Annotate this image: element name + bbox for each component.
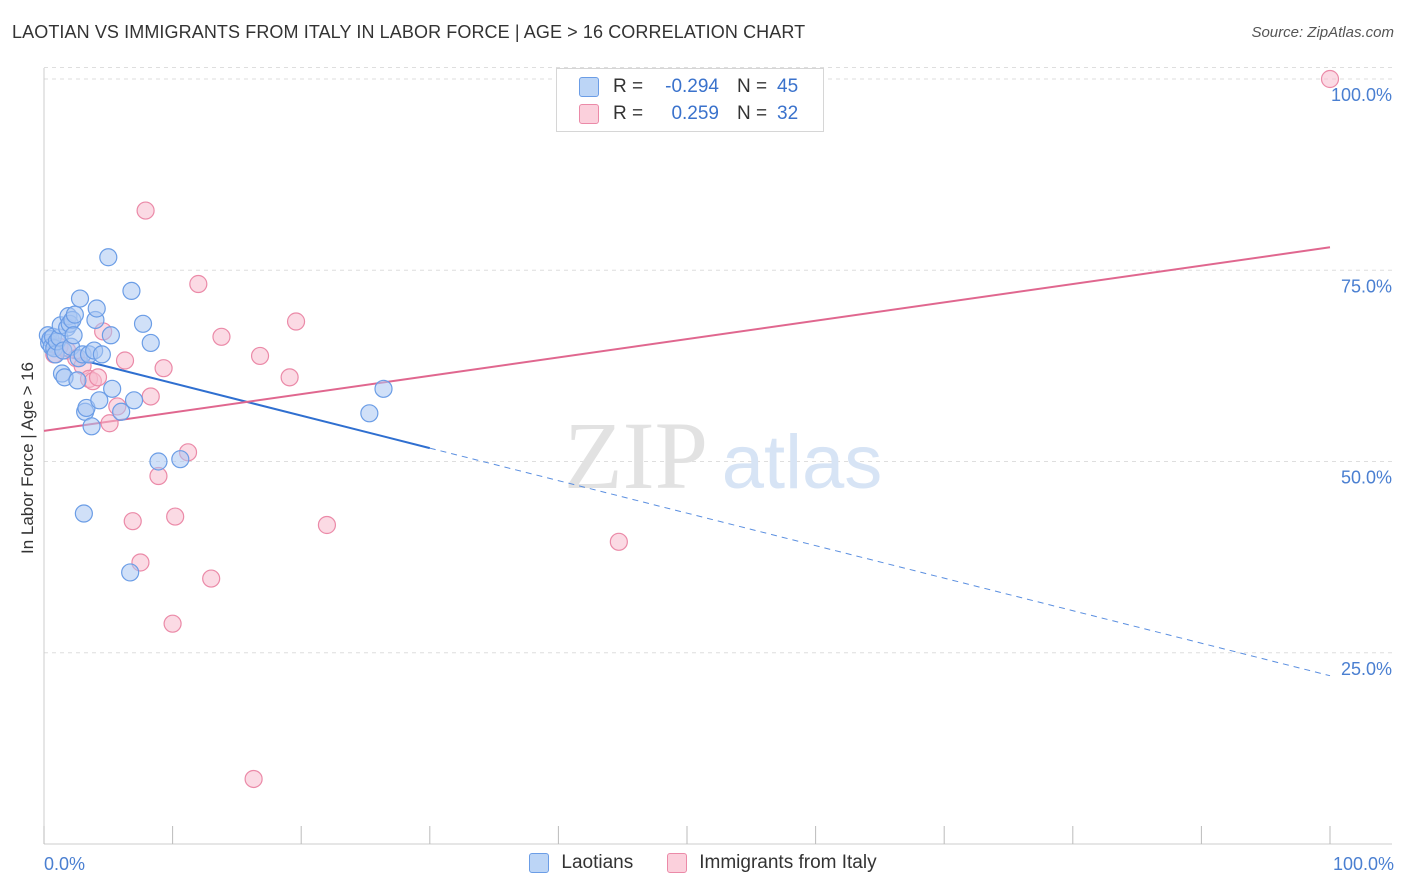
point-laotians bbox=[124, 391, 144, 410]
point-italy bbox=[250, 346, 270, 366]
point-laotians bbox=[112, 402, 131, 421]
point-laotians bbox=[122, 281, 141, 301]
legend-r-value-italy: 0.259 bbox=[671, 103, 719, 124]
legend-n-value-italy: 32 bbox=[777, 103, 799, 124]
point-italy bbox=[280, 368, 299, 387]
y-tick-labels: 25.0% 50.0% 75.0% 100.0% bbox=[1331, 85, 1392, 679]
data-points bbox=[38, 69, 1340, 789]
x-tick-labels: 0.0% 100.0% bbox=[44, 854, 1394, 874]
point-italy bbox=[88, 368, 108, 387]
point-laotians bbox=[90, 391, 109, 410]
legend-row-italy: R = 0.259 N = 32 bbox=[579, 102, 798, 126]
legend-r-value-laotians: -0.294 bbox=[665, 76, 719, 97]
legend-r-label: R = bbox=[613, 76, 644, 97]
legend-r-label: R = bbox=[613, 103, 644, 124]
point-laotians bbox=[103, 379, 122, 398]
trend-lines bbox=[43, 246, 1331, 677]
trend-line-italy bbox=[43, 246, 1331, 432]
trend-line-laotians-extension bbox=[429, 447, 1331, 677]
point-italy bbox=[141, 387, 160, 406]
point-italy bbox=[1320, 69, 1340, 89]
point-laotians bbox=[65, 305, 84, 324]
y-tick-label: 75.0% bbox=[1341, 276, 1392, 296]
x-tick-label-max: 100.0% bbox=[1333, 854, 1394, 874]
point-italy bbox=[244, 769, 263, 789]
point-laotians bbox=[171, 450, 190, 469]
point-laotians bbox=[360, 404, 379, 423]
legend-n-value-laotians: 45 bbox=[777, 76, 799, 97]
series-legend-label-italy: Immigrants from Italy bbox=[699, 852, 877, 873]
point-laotians bbox=[121, 563, 140, 582]
point-laotians bbox=[99, 248, 118, 267]
point-italy bbox=[123, 512, 142, 531]
point-italy bbox=[136, 201, 155, 220]
point-laotians bbox=[68, 371, 87, 390]
gridlines bbox=[44, 67, 1392, 654]
point-laotians bbox=[87, 299, 106, 318]
chart-title: LAOTIAN VS IMMIGRANTS FROM ITALY IN LABO… bbox=[12, 22, 806, 42]
series-legend-label-laotians: Laotians bbox=[561, 852, 634, 873]
point-italy bbox=[212, 327, 231, 346]
legend-swatch-laotians bbox=[579, 77, 599, 97]
point-laotians bbox=[70, 289, 90, 308]
watermark-atlas: atlas bbox=[722, 420, 883, 505]
point-laotians bbox=[92, 345, 111, 364]
trend-line-laotians bbox=[43, 349, 431, 450]
point-laotians bbox=[74, 504, 93, 523]
watermark-zip: ZIP bbox=[564, 402, 708, 509]
source-credit: Source: ZipAtlas.com bbox=[1251, 24, 1394, 41]
point-italy bbox=[100, 414, 119, 433]
point-laotians bbox=[64, 326, 83, 345]
series-legend-item-laotians[interactable]: Laotians bbox=[529, 852, 633, 874]
point-laotians bbox=[149, 452, 168, 471]
point-italy bbox=[317, 515, 337, 535]
x-tick-label-min: 0.0% bbox=[44, 854, 85, 874]
series-swatch-laotians bbox=[529, 853, 550, 873]
axes bbox=[43, 68, 1392, 845]
point-laotians bbox=[82, 417, 101, 436]
point-italy bbox=[189, 274, 208, 294]
point-laotians bbox=[374, 379, 393, 398]
watermark: ZIP atlas bbox=[564, 402, 882, 509]
point-italy bbox=[166, 507, 185, 526]
point-italy bbox=[115, 351, 135, 370]
point-italy bbox=[202, 569, 221, 588]
point-italy bbox=[609, 532, 628, 551]
correlation-legend: R = -0.294 N = 45 R = 0.259 N = 32 bbox=[556, 68, 824, 132]
point-italy bbox=[286, 312, 306, 331]
point-italy bbox=[163, 614, 182, 633]
series-swatch-italy bbox=[667, 853, 688, 873]
point-laotians bbox=[141, 333, 160, 353]
legend-n-label: N = bbox=[737, 103, 768, 124]
legend-swatch-italy bbox=[579, 104, 599, 124]
series-legend-item-italy[interactable]: Immigrants from Italy bbox=[667, 852, 877, 874]
y-tick-label: 25.0% bbox=[1341, 659, 1392, 679]
point-laotians bbox=[133, 314, 153, 333]
y-tick-label: 50.0% bbox=[1341, 468, 1392, 488]
series-legend: Laotians Immigrants from Italy bbox=[0, 852, 1406, 874]
point-laotians bbox=[101, 326, 120, 345]
legend-row-laotians: R = -0.294 N = 45 bbox=[579, 75, 798, 99]
y-tick-label: 100.0% bbox=[1331, 85, 1392, 105]
point-italy bbox=[154, 359, 173, 378]
legend-n-label: N = bbox=[737, 76, 768, 97]
